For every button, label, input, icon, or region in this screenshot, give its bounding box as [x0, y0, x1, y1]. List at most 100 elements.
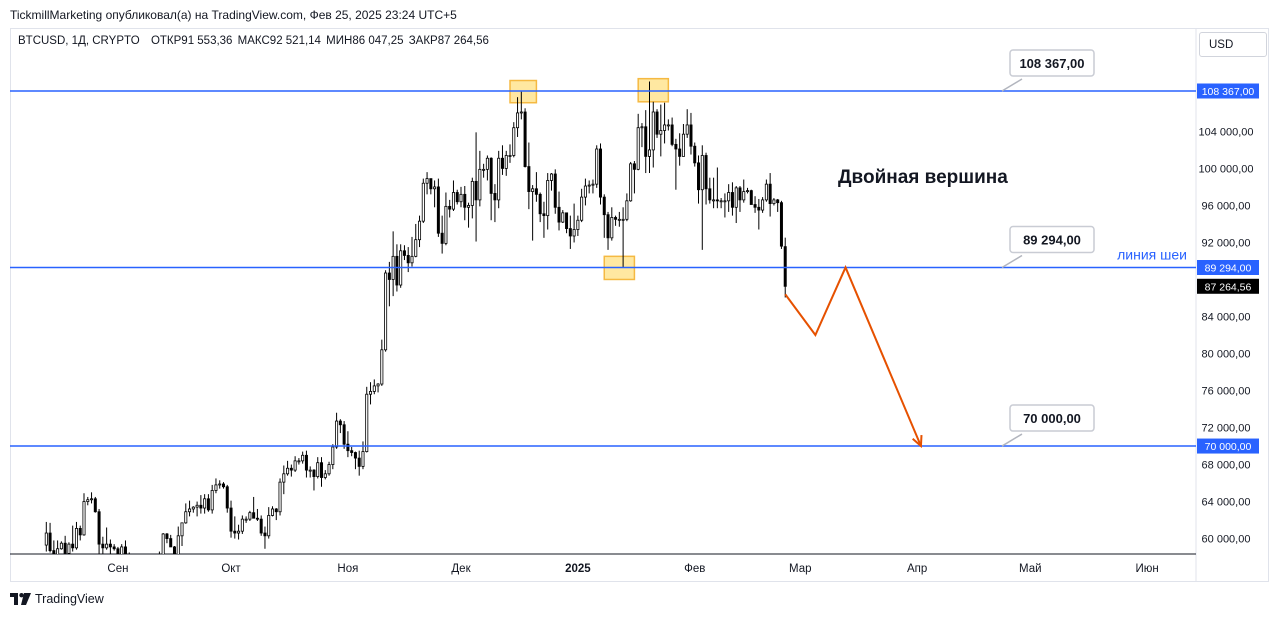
- candle-body: [255, 517, 259, 520]
- callout-target: 70 000,00: [1001, 404, 1095, 447]
- candle-body: [158, 556, 160, 563]
- last-price-badge: [1197, 278, 1259, 294]
- y-tick-label: 104 000,00: [1198, 126, 1253, 138]
- candle-body: [139, 593, 141, 595]
- candle-body: [693, 145, 697, 164]
- candle-body: [493, 193, 497, 201]
- candle-body: [651, 111, 655, 151]
- candle-body: [237, 530, 241, 534]
- candle-body: [108, 543, 112, 548]
- candle-body: [527, 166, 531, 192]
- candle-body: [82, 501, 86, 536]
- candle-body: [549, 173, 553, 181]
- candle-body: [372, 385, 376, 392]
- candle-body: [436, 186, 440, 234]
- currency-button[interactable]: USD: [1199, 32, 1267, 57]
- candle-body: [316, 462, 320, 477]
- y-tick-label: 96 000,00: [1202, 200, 1251, 212]
- candle-body: [655, 111, 659, 135]
- candle-body: [248, 512, 252, 520]
- callout-label: 70 000,00: [1023, 411, 1081, 426]
- candle-body: [304, 454, 308, 471]
- candle-body: [598, 148, 602, 198]
- candle-body: [63, 542, 67, 554]
- candle-body: [308, 469, 312, 472]
- candle-body: [169, 538, 173, 548]
- chart-title: Двойная вершина: [838, 167, 1008, 188]
- candle-body: [783, 246, 787, 287]
- candle-body: [270, 508, 274, 516]
- candle-body: [123, 546, 127, 554]
- candle-body: [474, 180, 478, 201]
- candle-body: [516, 112, 520, 129]
- tradingview-logo-icon: [10, 593, 31, 605]
- x-tick-label: Июн: [1136, 563, 1159, 575]
- candle-body: [48, 532, 52, 552]
- candle-body: [101, 543, 105, 549]
- candle-body: [172, 546, 176, 554]
- candle-body: [681, 133, 685, 157]
- candle-body: [719, 200, 723, 203]
- axis-price-label: 108 367,00: [1202, 86, 1255, 98]
- axis-price-badge-neckline: [1197, 260, 1259, 275]
- candle-body: [214, 484, 218, 491]
- candle-body: [738, 187, 742, 201]
- y-tick-label: 72 000,00: [1202, 423, 1251, 435]
- candle-body: [730, 192, 734, 208]
- candle-body: [678, 148, 682, 157]
- candle-body: [606, 214, 610, 239]
- candle-body: [161, 533, 165, 554]
- candle-body: [648, 149, 652, 157]
- callout-pointer: [1001, 433, 1023, 447]
- candle-body: [640, 126, 644, 129]
- low-value: 86 047,25: [352, 35, 404, 47]
- candle-body: [500, 157, 504, 169]
- candle-body: [632, 163, 636, 170]
- candle-body: [489, 157, 493, 194]
- candle-body: [252, 512, 256, 519]
- candle-body: [478, 168, 482, 201]
- candle-body: [459, 193, 463, 203]
- candle-body: [519, 111, 523, 114]
- callout-box: [1009, 49, 1095, 77]
- candle-body: [451, 192, 455, 210]
- candle-body: [553, 173, 557, 208]
- candle-body: [610, 217, 614, 239]
- candle-body: [508, 155, 512, 157]
- candle-body: [331, 446, 335, 465]
- candle-body: [387, 272, 391, 280]
- candle-body: [97, 511, 101, 545]
- candle-body: [282, 473, 286, 483]
- x-tick-label: Май: [1019, 563, 1042, 575]
- candle-body: [429, 178, 433, 190]
- candle-body: [674, 143, 678, 150]
- candle-body: [357, 457, 361, 467]
- candle-body: [184, 511, 188, 524]
- axis-price-badge-resistance: [1197, 83, 1259, 99]
- candle-body: [56, 548, 60, 554]
- candle-body: [52, 550, 56, 554]
- candle-body: [546, 180, 550, 217]
- candle-body: [497, 157, 501, 201]
- candle-body: [595, 148, 599, 185]
- candle-body: [746, 190, 750, 193]
- candle-body: [697, 162, 701, 191]
- candle-body: [779, 202, 783, 247]
- candle-body: [369, 391, 373, 395]
- axis-price-label: 70 000,00: [1205, 441, 1252, 453]
- candle-body: [225, 486, 229, 509]
- brand[interactable]: TradingView: [10, 592, 104, 606]
- candle-body: [342, 424, 346, 445]
- candle-body: [644, 126, 648, 157]
- candle-body: [312, 469, 316, 477]
- candle-body: [335, 420, 339, 448]
- symbol-label[interactable]: BTCUSD, 1Д, CRYPTO: [18, 35, 140, 47]
- candle-body: [659, 130, 663, 135]
- candle-body: [455, 192, 459, 203]
- candle-body: [327, 464, 331, 475]
- candle-body: [365, 393, 369, 452]
- candle-body: [410, 255, 414, 264]
- y-tick-label: 64 000,00: [1202, 497, 1251, 509]
- candle-body: [761, 199, 765, 211]
